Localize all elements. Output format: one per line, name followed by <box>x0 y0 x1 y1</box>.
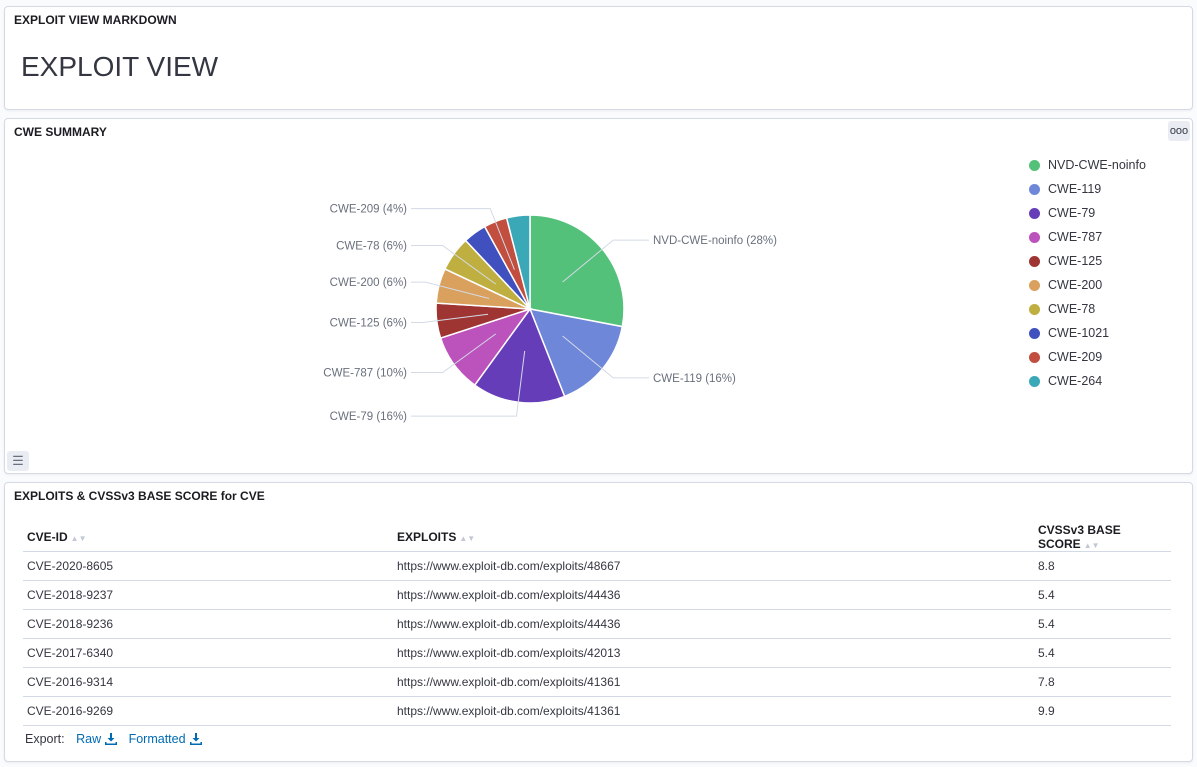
pie-label-leader-line <box>411 208 515 270</box>
chart-legend: NVD-CWE-noinfo CWE-119 CWE-79 CWE-787 CWE-12… <box>1029 153 1146 393</box>
column-header-cve-id[interactable]: CVE-ID ▲▼ <box>23 523 393 552</box>
cell-cve-id: CVE-2017-6340 <box>23 638 393 668</box>
legend-label: CWE-119 <box>1048 182 1102 196</box>
pie-slice-label: CWE-78 (6%) <box>336 241 407 253</box>
pie-slice-label: CWE-79 (16%) <box>330 411 407 423</box>
exploits-table: CVE-ID ▲▼ EXPLOITS ▲▼ CVSSv3 BASE SCORE ▲▼ … <box>23 523 1171 726</box>
legend-item[interactable]: NVD-CWE-noinfo <box>1029 153 1146 177</box>
cell-score: 8.8 <box>1034 551 1171 581</box>
legend-color-dot <box>1029 375 1040 387</box>
legend-color-dot <box>1029 303 1040 315</box>
legend-label: CWE-200 <box>1048 278 1103 292</box>
cwe-summary-panel: CWE SUMMARY ooo NVD-CWE-noinfo (28%) CWE-… <box>4 118 1193 474</box>
legend-color-dot <box>1029 351 1040 363</box>
markdown-heading: EXPLOIT VIEW <box>21 51 219 82</box>
pie-label-leader-line <box>562 335 649 379</box>
legend-item[interactable]: CWE-125 <box>1029 249 1146 273</box>
legend-item[interactable]: CWE-200 <box>1029 273 1146 297</box>
cell-cve-id: CVE-2016-9314 <box>23 667 393 697</box>
legend-label: CWE-125 <box>1048 254 1103 268</box>
table-header-row: CVE-ID ▲▼ EXPLOITS ▲▼ CVSSv3 BASE SCORE ▲▼ <box>23 523 1171 552</box>
cell-score: 7.8 <box>1034 667 1171 697</box>
legend-item[interactable]: CWE-119 <box>1029 177 1146 201</box>
cell-exploit-url: https://www.exploit-db.com/exploits/4136… <box>393 696 1034 726</box>
legend-item[interactable]: CWE-209 <box>1029 345 1146 369</box>
legend-label: CWE-1021 <box>1048 326 1110 340</box>
panel-title: EXPLOITS & CVSSv3 BASE SCORE for CVE <box>14 489 265 503</box>
exploits-table-panel: EXPLOITS & CVSSv3 BASE SCORE for CVE CVE… <box>4 482 1193 762</box>
panel-title: CWE SUMMARY <box>14 125 107 139</box>
pie-slice-cwe-264[interactable] <box>505 214 531 310</box>
table-row: CVE-2018-9237 https://www.exploit-db.com/… <box>23 580 1171 610</box>
legend-color-dot <box>1029 207 1040 219</box>
pie-label-leader-line <box>411 313 489 324</box>
cell-exploit-url: https://www.exploit-db.com/exploits/4201… <box>393 638 1034 668</box>
column-header-exploits[interactable]: EXPLOITS ▲▼ <box>393 523 1034 552</box>
export-label: Export: <box>25 732 65 746</box>
cell-score: 5.4 <box>1034 609 1171 639</box>
legend-item[interactable]: CWE-79 <box>1029 201 1146 225</box>
legend-color-dot <box>1029 231 1040 243</box>
legend-color-dot <box>1029 279 1040 291</box>
panel-title: EXPLOIT VIEW MARKDOWN <box>14 13 177 27</box>
export-raw-link[interactable]: Raw <box>76 732 118 746</box>
legend-item[interactable]: CWE-264 <box>1029 369 1146 393</box>
pie-slice-label: CWE-209 (4%) <box>330 204 407 216</box>
cell-score: 9.9 <box>1034 696 1171 726</box>
cell-cve-id: CVE-2016-9269 <box>23 696 393 726</box>
table-row: CVE-2018-9236 https://www.exploit-db.com/… <box>23 609 1171 639</box>
legend-color-dot <box>1029 255 1040 267</box>
legend-label: CWE-78 <box>1048 302 1096 316</box>
cell-score: 5.4 <box>1034 580 1171 610</box>
legend-toggle-list-icon[interactable]: ☰ <box>7 451 29 471</box>
pie-label-leader-line <box>411 350 526 417</box>
pie-label-leader-line <box>411 245 497 285</box>
pie-slice-label: CWE-125 (6%) <box>330 318 407 330</box>
panel-options-icon[interactable]: ooo <box>1168 121 1190 141</box>
table-row: CVE-2020-8605 https://www.exploit-db.com/… <box>23 551 1171 581</box>
cell-cve-id: CVE-2018-9237 <box>23 580 393 610</box>
pie-label-leader-line <box>411 333 497 373</box>
table-row: CVE-2016-9314 https://www.exploit-db.com/… <box>23 667 1171 697</box>
legend-label: CWE-209 <box>1048 350 1103 364</box>
legend-item[interactable]: CWE-787 <box>1029 225 1146 249</box>
download-icon <box>189 733 202 745</box>
cell-score: 5.4 <box>1034 638 1171 668</box>
legend-color-dot <box>1029 159 1040 171</box>
column-header-cvss-score[interactable]: CVSSv3 BASE SCORE ▲▼ <box>1034 523 1171 552</box>
legend-color-dot <box>1029 327 1040 339</box>
cell-cve-id: CVE-2018-9236 <box>23 609 393 639</box>
pie-label-leader-line <box>411 281 490 299</box>
pie-slice-label: CWE-787 (10%) <box>323 367 407 379</box>
pie-slice-label: CWE-119 (16%) <box>653 373 736 385</box>
pie-label-leader-line <box>562 239 649 283</box>
legend-label: CWE-787 <box>1048 230 1103 244</box>
legend-item[interactable]: CWE-78 <box>1029 297 1146 321</box>
export-bar: Export: Raw Formatted <box>25 732 202 746</box>
markdown-panel: EXPLOIT VIEW MARKDOWN EXPLOIT VIEW <box>4 6 1193 110</box>
cell-exploit-url: https://www.exploit-db.com/exploits/4866… <box>393 551 1034 581</box>
legend-label: NVD-CWE-noinfo <box>1048 158 1146 172</box>
legend-item[interactable]: CWE-1021 <box>1029 321 1146 345</box>
sort-icon[interactable]: ▲▼ <box>70 534 87 543</box>
pie-chart: NVD-CWE-noinfo (28%) CWE-119 (16%) CWE-79 … <box>323 204 777 424</box>
pie-slice-label: NVD-CWE-noinfo (28%) <box>653 235 777 247</box>
legend-color-dot <box>1029 183 1040 195</box>
download-icon <box>105 733 118 745</box>
cell-exploit-url: https://www.exploit-db.com/exploits/4443… <box>393 580 1034 610</box>
table-row: CVE-2017-6340 https://www.exploit-db.com/… <box>23 638 1171 668</box>
cell-exploit-url: https://www.exploit-db.com/exploits/4443… <box>393 609 1034 639</box>
legend-label: CWE-264 <box>1048 374 1103 388</box>
pie-slice-nvd-cwe-noinfo[interactable] <box>529 214 625 328</box>
legend-label: CWE-79 <box>1048 206 1096 220</box>
sort-icon[interactable]: ▲▼ <box>459 534 476 543</box>
cell-cve-id: CVE-2020-8605 <box>23 551 393 581</box>
export-formatted-link[interactable]: Formatted <box>129 732 202 746</box>
sort-icon[interactable]: ▲▼ <box>1083 541 1100 550</box>
table-row: CVE-2016-9269 https://www.exploit-db.com/… <box>23 696 1171 726</box>
cell-exploit-url: https://www.exploit-db.com/exploits/4136… <box>393 667 1034 697</box>
pie-slice-label: CWE-200 (6%) <box>330 277 407 289</box>
